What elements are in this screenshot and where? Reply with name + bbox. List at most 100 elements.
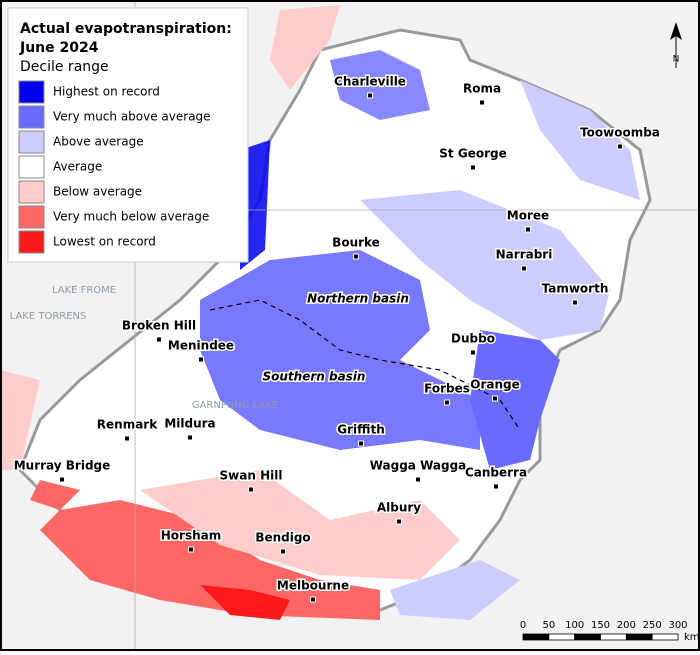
place-marker <box>617 143 623 150</box>
scale-tick-label: 150 <box>591 620 610 631</box>
place-label: Orange <box>470 378 520 392</box>
scale-tick-label: 300 <box>668 620 687 631</box>
scale-segment <box>522 633 550 641</box>
place-marker <box>470 164 476 171</box>
scale-segment <box>625 633 653 641</box>
place-marker <box>280 548 286 555</box>
legend-label: Very much above average <box>53 110 211 124</box>
blue-region-east <box>470 330 560 470</box>
light-blue-north-east <box>520 80 640 200</box>
basin-label: Southern basin <box>263 370 366 384</box>
place-label: Renmark <box>97 418 158 432</box>
blue-region-north <box>330 50 430 120</box>
place-label: Charleville <box>334 75 406 89</box>
scale-tick-label: 100 <box>565 620 584 631</box>
legend-swatch <box>18 180 45 204</box>
place-label: Mildura <box>164 417 215 431</box>
scale-tick-label: 200 <box>617 620 636 631</box>
place-marker <box>59 476 65 483</box>
scale-segment <box>548 633 576 641</box>
legend-subtitle: Decile range <box>20 59 109 75</box>
place-label: Murray Bridge <box>14 459 111 473</box>
place-label: Toowoomba <box>580 126 660 140</box>
basin-label: Northern basin <box>307 292 409 306</box>
place-marker <box>187 434 193 441</box>
scale-tick-label: 250 <box>643 620 662 631</box>
place-marker <box>521 265 527 272</box>
legend-swatch <box>18 155 45 179</box>
place-marker <box>479 99 485 106</box>
place-marker <box>572 299 578 306</box>
place-label: Forbes <box>424 382 470 396</box>
legend-title: June 2024 <box>19 40 99 56</box>
place-label: Dubbo <box>451 332 495 346</box>
place-marker <box>444 399 450 406</box>
legend-label: Above average <box>53 135 144 149</box>
legend-label: Highest on record <box>53 85 160 99</box>
scale-unit: km <box>684 632 700 643</box>
scale-segment <box>600 633 627 641</box>
red-west <box>30 480 80 510</box>
legend-swatch <box>18 130 45 154</box>
scale-tick-label: 50 <box>542 620 555 631</box>
place-label: Griffith <box>337 423 385 437</box>
pink-north <box>270 5 340 90</box>
place-marker <box>156 336 162 343</box>
place-label: Bourke <box>332 236 380 250</box>
pink-west <box>0 370 40 470</box>
place-marker <box>198 356 204 363</box>
place-label: St George <box>439 147 506 161</box>
legend-label: Below average <box>53 185 142 199</box>
place-label: Narrabri <box>496 248 553 262</box>
place-label: Menindee <box>168 339 234 353</box>
place-label: Broken Hill <box>122 319 196 333</box>
legend-swatch <box>18 230 45 254</box>
place-marker <box>124 435 130 442</box>
place-marker <box>310 596 316 603</box>
place-label: Horsham <box>161 529 222 543</box>
legend-swatch <box>18 105 45 129</box>
lake-label: GARNPUNG LAKE <box>192 400 278 411</box>
place-marker <box>353 253 359 260</box>
scale-segment <box>574 633 601 641</box>
light-blue-south <box>390 560 520 620</box>
place-marker <box>396 518 402 525</box>
places: Charleville Roma Toowoomba St George Moree Bo… <box>12 73 661 603</box>
north-arrow <box>670 22 682 40</box>
place-label: Bendigo <box>255 531 310 545</box>
lake-label: LAKE FROME <box>52 285 116 296</box>
legend-swatch <box>18 205 45 229</box>
legend-swatch <box>18 80 45 104</box>
legend-items: Highest on record Very much above average… <box>18 80 211 254</box>
place-marker <box>493 483 499 490</box>
place-label: Swan Hill <box>220 469 283 483</box>
place-marker <box>415 476 421 483</box>
place-label: Melbourne <box>277 579 349 593</box>
pink-region <box>140 470 460 580</box>
place-label: Wagga Wagga <box>370 459 467 473</box>
legend-box <box>7 7 249 263</box>
scale-tick-label: 0 <box>520 620 526 631</box>
legend-label: Very much below average <box>53 210 209 224</box>
place-label: Moree <box>507 209 549 223</box>
place-marker <box>525 226 531 233</box>
place-label: Albury <box>377 501 421 515</box>
dark-red-region <box>200 585 290 620</box>
north-label: N <box>673 55 680 65</box>
place-marker <box>492 395 498 402</box>
red-region <box>40 500 380 620</box>
legend-label: Average <box>53 160 102 174</box>
light-blue-region <box>360 190 610 340</box>
basin-divide <box>209 299 521 431</box>
place-marker <box>367 92 373 99</box>
lake-label: LAKE TORRENS <box>10 311 87 322</box>
scale-segment <box>651 633 679 641</box>
place-marker <box>248 486 254 493</box>
place-label: Tamworth <box>542 282 609 296</box>
place-label: Canberra <box>465 466 527 480</box>
legend-title: Actual evapotranspiration: <box>20 21 232 37</box>
legend-label: Lowest on record <box>53 235 156 249</box>
